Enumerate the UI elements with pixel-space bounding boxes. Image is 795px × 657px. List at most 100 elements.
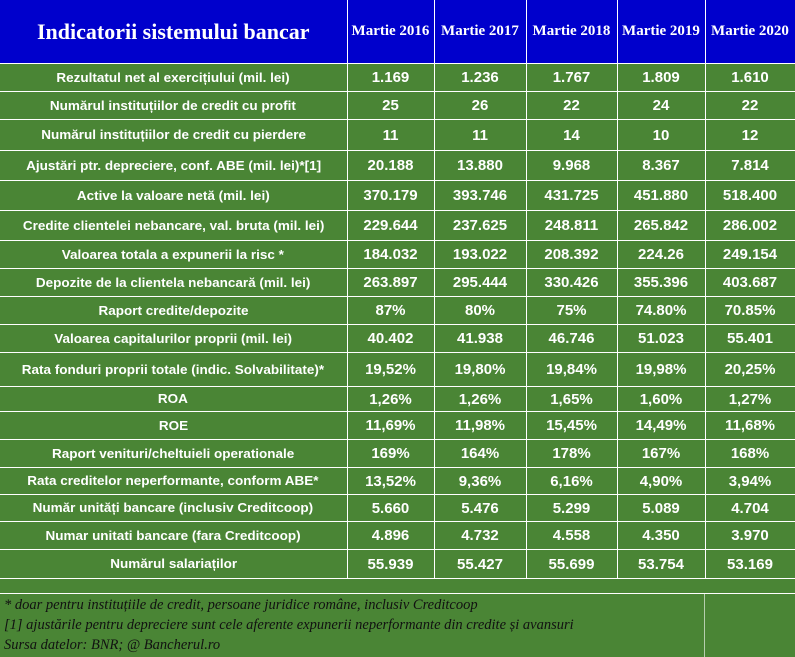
row-label: Număr unități bancare (inclusiv Creditco…: [0, 494, 348, 522]
table-body: Rezultatul net al exercițiului (mil. lei…: [0, 63, 795, 579]
header-row: Indicatorii sistemului bancar Martie 201…: [0, 0, 795, 64]
row-value: 1.236: [434, 63, 527, 92]
row-value: 12: [705, 119, 795, 151]
row-value: 4,90%: [617, 467, 706, 495]
row-value: 168%: [705, 439, 795, 468]
row-value: 25: [347, 91, 435, 120]
row-label-text: Numar unitati bancare (fara Creditcoop): [45, 528, 301, 543]
row-label-text: Rezultatul net al exercițiului (mil. lei…: [56, 70, 290, 85]
row-value: 41.938: [434, 324, 527, 353]
row-label: Rata creditelor neperformante, conform A…: [0, 467, 348, 495]
row-value: 3,94%: [705, 467, 795, 495]
row-value: 1,26%: [434, 386, 527, 412]
row-value: 51.023: [617, 324, 706, 353]
row-value: 55.401: [705, 324, 795, 353]
row-label: Raport credite/depozite: [0, 296, 348, 325]
row-label-text: Active la valoare netă (mil. lei): [76, 188, 270, 203]
row-value: 75%: [526, 296, 618, 325]
year-header: Martie 2017: [434, 0, 527, 64]
row-value: 55.427: [434, 549, 527, 579]
row-value: 20,25%: [705, 352, 795, 387]
table-row: Numărul instituțiilor de credit cu profi…: [0, 91, 795, 120]
table-row: Depozite de la clientela nebancară (mil.…: [0, 268, 795, 297]
row-value: 14: [526, 119, 618, 151]
row-value: 11,68%: [705, 411, 795, 440]
row-value: 13.880: [434, 150, 527, 181]
row-value: 40.402: [347, 324, 435, 353]
table-row: Raport venituri/cheltuieli operationale 1…: [0, 439, 795, 468]
row-value: 24: [617, 91, 706, 120]
row-value: 224.26: [617, 240, 706, 269]
row-label-text: ROE: [158, 418, 188, 433]
row-value: 370.179: [347, 180, 435, 211]
row-value: 19,80%: [434, 352, 527, 387]
table-row: ROE 11,69% 11,98% 15,45% 14,49% 11,68%: [0, 411, 795, 440]
row-label-text: Raport venituri/cheltuieli operationale: [52, 446, 295, 461]
row-label: Valoarea capitalurilor proprii (mil. lei…: [0, 324, 348, 353]
table-row: Rata fonduri proprii totale (indic. Solv…: [0, 352, 795, 387]
row-value: 9,36%: [434, 467, 527, 495]
row-value: 11: [347, 119, 435, 151]
row-value: 5.299: [526, 494, 618, 522]
row-value: 330.426: [526, 268, 618, 297]
row-value: 393.746: [434, 180, 527, 211]
row-value: 19,98%: [617, 352, 706, 387]
row-label: Numărul salariaților: [0, 549, 348, 579]
row-value: 26: [434, 91, 527, 120]
year-header: Martie 2018: [526, 0, 618, 64]
row-label: Raport venituri/cheltuieli operationale: [0, 439, 348, 468]
indicators-table: Indicatorii sistemului bancar Martie 201…: [0, 0, 795, 579]
row-value: 22: [705, 91, 795, 120]
row-value: 518.400: [705, 180, 795, 211]
row-value: 15,45%: [526, 411, 618, 440]
row-value: 7.814: [705, 150, 795, 181]
row-value: 10: [617, 119, 706, 151]
row-value: 80%: [434, 296, 527, 325]
row-label: Credite clientelei nebancare, val. bruta…: [0, 210, 348, 241]
row-label: Rata fonduri proprii totale (indic. Solv…: [0, 352, 348, 387]
table-row: Rata creditelor neperformante, conform A…: [0, 467, 795, 495]
row-value: 3.970: [705, 521, 795, 550]
row-value: 87%: [347, 296, 435, 325]
footnote-divider: [704, 594, 705, 657]
row-value: 55.699: [526, 549, 618, 579]
table-row: Numărul instituțiilor de credit cu pierd…: [0, 119, 795, 151]
row-label: Valoarea totala a expunerii la risc *: [0, 240, 348, 269]
row-value: 46.746: [526, 324, 618, 353]
row-value: 55.939: [347, 549, 435, 579]
row-value: 263.897: [347, 268, 435, 297]
row-value: 431.725: [526, 180, 618, 211]
row-value: 11,98%: [434, 411, 527, 440]
year-header: Martie 2019: [617, 0, 706, 64]
row-value: 13,52%: [347, 467, 435, 495]
table-row: Valoarea capitalurilor proprii (mil. lei…: [0, 324, 795, 353]
table-row: Credite clientelei nebancare, val. bruta…: [0, 210, 795, 241]
footnote-source: Sursa datelor: BNR; @ Bancherul.ro: [4, 637, 221, 653]
row-label-text: Raport credite/depozite: [98, 303, 249, 318]
table-row: Număr unități bancare (inclusiv Creditco…: [0, 494, 795, 522]
row-label-text: ROA: [158, 392, 189, 406]
row-label: Ajustări ptr. depreciere, conf. ABE (mil…: [0, 150, 348, 181]
row-value: 167%: [617, 439, 706, 468]
row-value: 9.968: [526, 150, 618, 181]
row-value: 1,65%: [526, 386, 618, 412]
row-value: 249.154: [705, 240, 795, 269]
row-value: 19,52%: [347, 352, 435, 387]
row-label-text: Numărul instituțiilor de credit cu pierd…: [40, 128, 306, 142]
row-label-text: Ajustări ptr. depreciere, conf. ABE (mil…: [25, 158, 321, 173]
row-value: 1,60%: [617, 386, 706, 412]
table-row: Active la valoare netă (mil. lei) 370.179…: [0, 180, 795, 211]
row-value: 265.842: [617, 210, 706, 241]
row-value: 286.002: [705, 210, 795, 241]
row-label-text: Credite clientelei nebancare, val. bruta…: [22, 218, 325, 233]
row-value: 6,16%: [526, 467, 618, 495]
row-value: 5.660: [347, 494, 435, 522]
row-value: 5.476: [434, 494, 527, 522]
row-value: 4.732: [434, 521, 527, 550]
row-label-text: Numărul salariaților: [109, 557, 237, 571]
row-label: ROE: [0, 411, 348, 440]
row-label: Numărul instituțiilor de credit cu profi…: [0, 91, 348, 120]
row-value: 4.558: [526, 521, 618, 550]
row-value: 208.392: [526, 240, 618, 269]
row-value: 14,49%: [617, 411, 706, 440]
